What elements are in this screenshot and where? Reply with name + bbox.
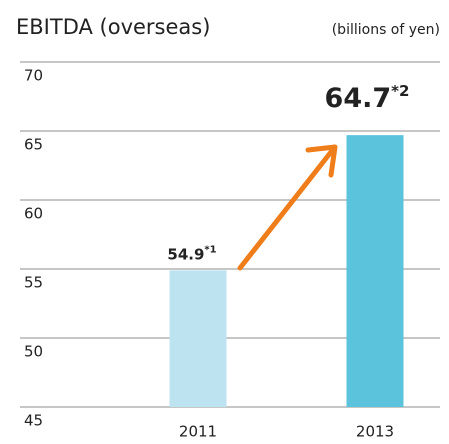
bar xyxy=(169,270,227,407)
x-tick-label: 2011 xyxy=(179,423,217,441)
value-label: 64.7*2 xyxy=(325,82,410,114)
y-tick-label: 50 xyxy=(24,343,43,361)
footnote-marker: *2 xyxy=(391,82,409,100)
bar xyxy=(346,135,404,407)
y-tick-label: 60 xyxy=(24,205,43,223)
growth-arrow xyxy=(237,144,338,271)
y-tick-label: 45 xyxy=(24,412,43,430)
plot-area: 45 50 55 60 65 70 54.9*1 2011 64.7*2 2013 xyxy=(20,61,440,441)
x-tick-label: 2013 xyxy=(356,423,394,441)
y-tick-label: 55 xyxy=(24,274,43,292)
arrow-head xyxy=(305,144,338,178)
arrow-shaft xyxy=(237,149,334,271)
value: 54.9 xyxy=(167,245,204,263)
y-tick-label: 70 xyxy=(24,67,43,85)
y-tick-label: 65 xyxy=(24,136,43,154)
chart-title: EBITDA (overseas) xyxy=(16,15,210,39)
footnote-marker: *1 xyxy=(204,244,216,255)
value-label: 54.9*1 xyxy=(167,244,216,263)
unit-label: (billions of yen) xyxy=(332,22,440,38)
value: 64.7 xyxy=(325,83,392,114)
